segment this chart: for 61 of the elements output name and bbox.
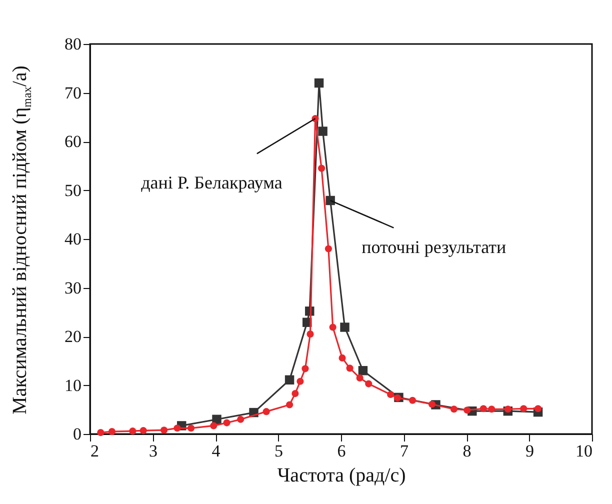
x-tick-label: 4 (212, 442, 221, 460)
point (450, 406, 458, 413)
point (296, 378, 304, 385)
x-tick-label: 6 (337, 442, 346, 460)
point (428, 400, 436, 408)
point (212, 414, 222, 424)
point (223, 419, 230, 426)
point (187, 424, 195, 432)
point (306, 330, 314, 338)
y-tick-label: 60 (64, 132, 82, 151)
point (314, 78, 324, 88)
y-tick-label: 10 (64, 376, 82, 395)
point (365, 380, 372, 388)
point (210, 422, 218, 430)
y-tick-label: 0 (73, 424, 82, 444)
point (534, 405, 542, 412)
x-tick-label: 9 (526, 442, 534, 460)
point (329, 324, 336, 331)
point (318, 164, 326, 172)
point (318, 126, 328, 136)
y-tick-label: 20 (64, 327, 82, 346)
point (302, 365, 309, 372)
x-tick-label: 8 (462, 442, 472, 460)
annotation: дані Р. Белакраума (141, 172, 282, 192)
point (340, 322, 350, 332)
x-tick-label: 5 (274, 442, 283, 460)
point (488, 406, 496, 413)
point (262, 408, 270, 416)
x-tick-label: 10 (576, 442, 592, 460)
point (387, 390, 394, 398)
x-tick-label: 3 (149, 442, 158, 460)
y-tick-label: 80 (64, 34, 82, 54)
point (108, 428, 116, 436)
point (160, 426, 168, 434)
point (358, 366, 368, 376)
y-tick-label: 30 (64, 278, 82, 298)
point (338, 354, 346, 362)
annotation: поточні результати (362, 236, 506, 257)
point (129, 428, 136, 435)
point (520, 405, 528, 412)
y-tick-label: 50 (64, 180, 82, 200)
point (97, 429, 104, 436)
y-tick-label: 70 (64, 83, 82, 102)
point (284, 375, 294, 384)
point (237, 416, 244, 423)
point (140, 427, 147, 434)
point (326, 196, 335, 206)
point (504, 406, 512, 413)
x-tick-label: 2 (90, 442, 99, 460)
point (286, 401, 294, 408)
point (356, 374, 364, 382)
x-axis-title: Частота (рад/с) (277, 464, 406, 486)
point (292, 390, 299, 398)
point (480, 405, 487, 412)
point (174, 424, 181, 432)
point (324, 245, 332, 252)
point (346, 364, 354, 372)
y-tick-label: 40 (64, 230, 82, 248)
point (409, 396, 416, 404)
point (464, 406, 471, 414)
x-tick-label: 7 (400, 442, 409, 460)
